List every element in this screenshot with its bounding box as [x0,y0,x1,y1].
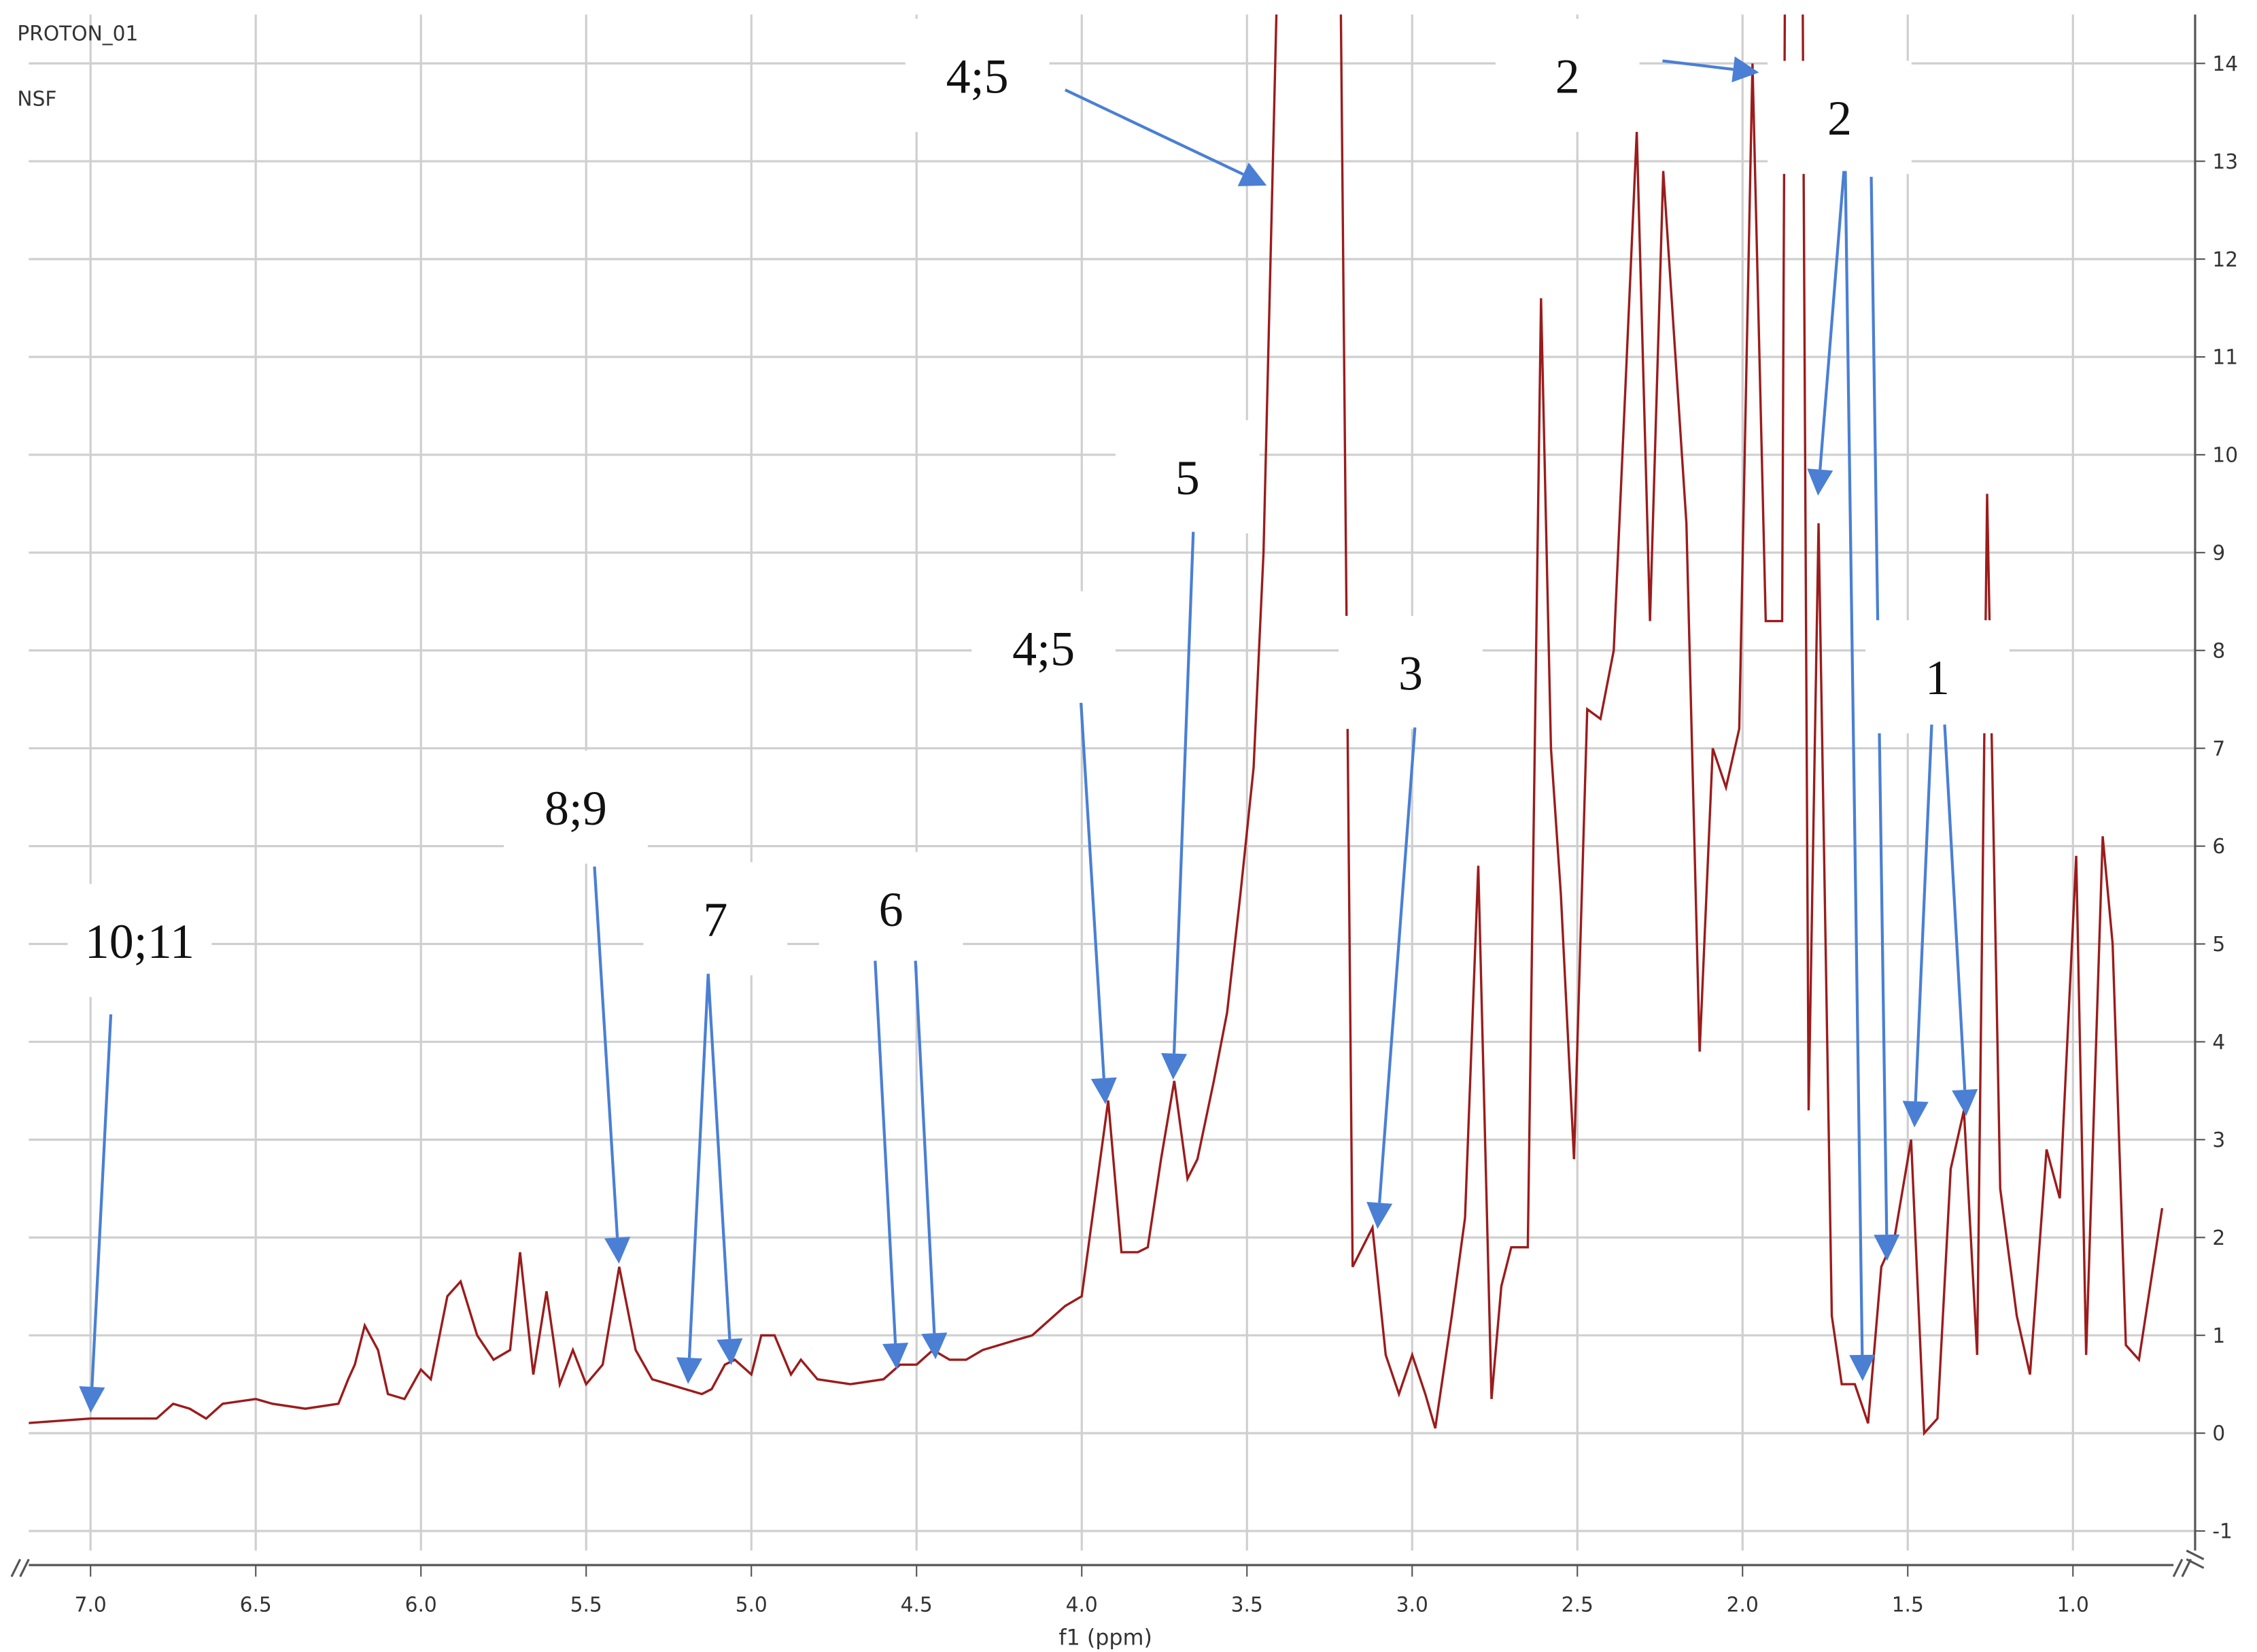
arrow-head [1731,56,1759,83]
annotation-arrow [90,1014,113,1388]
arrow-head [1874,1234,1900,1261]
x-tick-label: 7.0 [75,1593,107,1617]
annotation-box [643,862,788,976]
annotation-box [1865,620,2010,734]
annotation-box [971,591,1116,704]
annotation-arrow [1080,702,1105,1079]
annotation-label: 8;9 [545,781,607,836]
annotation-box [819,852,963,965]
y-tick-label: 14 [2212,52,2238,76]
annotation-arrow [874,961,897,1344]
annotation-box [1495,18,1640,132]
annotation-label: 3 [1398,646,1423,700]
plot [29,14,2164,1436]
x-tick-label: 4.5 [901,1593,933,1617]
arrow-head [1366,1201,1393,1229]
y-tick-label: 9 [2212,541,2225,565]
y-tick-label: 4 [2212,1031,2225,1054]
arrow-head [1237,162,1267,186]
annotations: 10;11 8;9 7 6 4;5 5 4;5 3 2 2 1 [67,18,2010,1413]
annotation-box [67,884,212,997]
arrow-head [1161,1052,1188,1080]
annotation-box [1768,61,1912,174]
x-tick-label: 1.5 [1892,1593,1924,1617]
annotation-box [1339,615,1483,729]
annotation-arrow [1064,88,1244,176]
annotation-label: 1 [1925,651,1950,705]
annotation-label: 10;11 [85,914,194,969]
annotation-label: 7 [703,893,727,947]
x-axis-label: f1 (ppm) [1058,1624,1152,1650]
y-tick-label: 12 [2212,248,2238,272]
arrow-head [882,1343,909,1370]
arrow-head [1849,1354,1876,1381]
annotation-box [905,18,1050,132]
annotation-arrow [1943,724,1967,1090]
y-tick-label: 5 [2212,933,2225,957]
arrow-head [79,1386,105,1413]
arrow-head [676,1357,703,1384]
annotation-label: 2 [1827,91,1852,145]
annotation-label: 6 [879,882,903,937]
header-line: NSF [17,88,56,111]
y-tick-label: 0 [2212,1422,2225,1446]
annotation-arrow [1172,532,1195,1054]
x-tick-label: 4.0 [1066,1593,1098,1617]
y-tick-label: -1 [2212,1520,2233,1544]
y-tick-label: 8 [2212,639,2225,663]
y-tick-label: 3 [2212,1129,2225,1152]
arrow-head [1807,468,1833,496]
arrow-head [1952,1088,1978,1116]
arrow-head [1090,1077,1117,1105]
y-tick-label: 11 [2212,346,2238,370]
y-tick-label: 6 [2212,835,2225,859]
annotation-box [504,751,648,864]
axis-break [10,1549,2205,1577]
annotation-arrow [687,974,710,1358]
x-tick-label: 6.0 [405,1593,437,1617]
spectrum-line [29,14,2164,1436]
annotation-box [1115,420,1260,534]
y-tick-label: 13 [2212,150,2238,174]
x-tick-label: 6.5 [240,1593,272,1617]
header-line: PROTON_01 [17,22,138,46]
y-tick-label: 10 [2212,444,2238,468]
annotation-arrow [1914,724,1933,1102]
x-tick-label: 3.5 [1231,1593,1263,1617]
x-tick-label: 1.0 [2057,1593,2089,1617]
grid [29,14,2195,1551]
arrow-head [717,1338,743,1365]
annotation-arrow [593,866,619,1238]
annotation-arrow [1819,171,1846,470]
arrow-head [1902,1101,1929,1128]
annotation-arrow [1662,59,1734,71]
annotation-label: 4;5 [1012,621,1075,676]
annotation-arrow [706,974,731,1339]
annotation-arrow [1378,727,1417,1203]
arrow-head [604,1237,631,1264]
x-tick-label: 5.5 [570,1593,602,1617]
annotation-arrow [1844,171,1864,1356]
x-tick-label: 2.5 [1562,1593,1593,1617]
annotation-label: 5 [1175,451,1200,505]
annotation-label: 4;5 [946,49,1009,103]
x-tick-label: 5.0 [736,1593,768,1617]
y-tick-label: 2 [2212,1226,2225,1250]
x-tick-label: 3.0 [1396,1593,1428,1617]
y-tick-label: 1 [2212,1324,2225,1348]
y-tick-label: 7 [2212,737,2225,761]
arrow-head [921,1332,948,1360]
annotation-arrow [914,961,936,1334]
annotation-label: 2 [1555,49,1580,103]
x-tick-label: 2.0 [1727,1593,1759,1617]
